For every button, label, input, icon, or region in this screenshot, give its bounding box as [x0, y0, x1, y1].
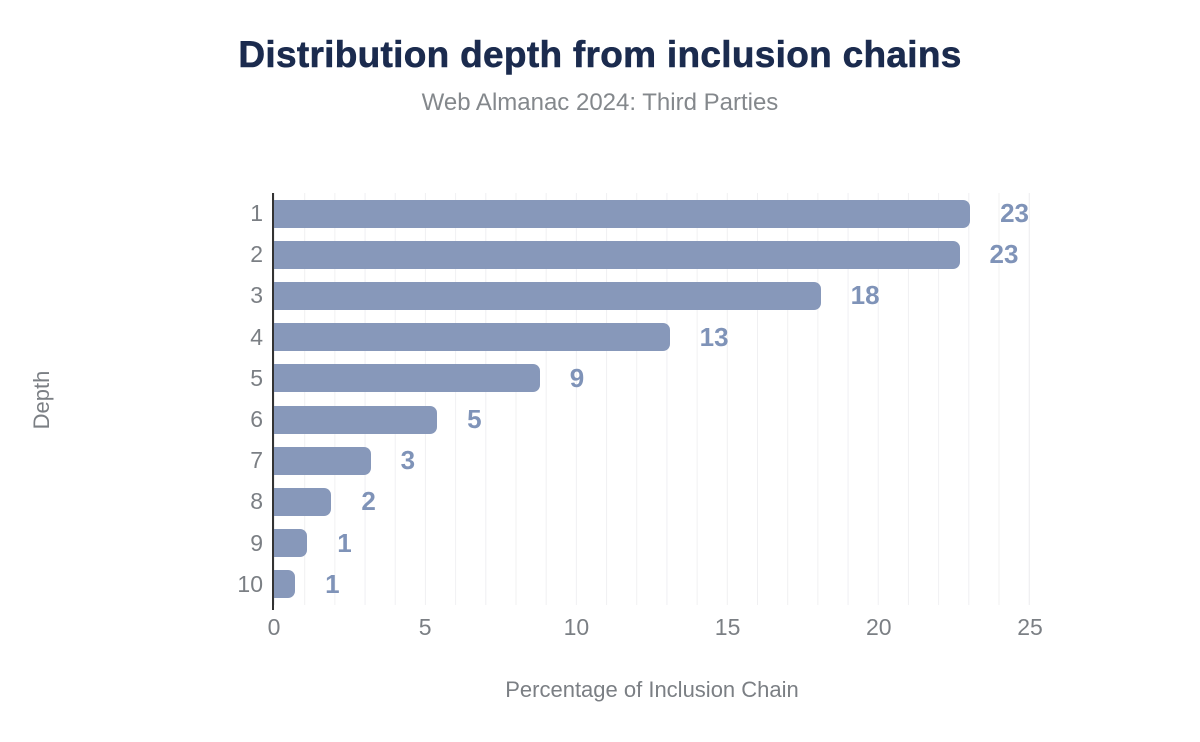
chart-subtitle: Web Almanac 2024: Third Parties — [421, 89, 779, 116]
y-tick-label: 2 — [250, 241, 263, 268]
bar — [274, 405, 438, 434]
y-tick-label: 4 — [250, 323, 263, 350]
bar-value-label: 3 — [400, 445, 416, 476]
y-tick-label: 8 — [250, 488, 263, 515]
x-tick-label: 20 — [866, 614, 892, 640]
y-axis-line — [272, 193, 274, 610]
bar — [274, 364, 540, 393]
bar-value-label: 18 — [850, 280, 880, 311]
y-tick-label: 10 — [237, 570, 263, 597]
x-tick-label: 15 — [714, 614, 741, 640]
bar — [274, 240, 960, 269]
y-tick-label: 9 — [250, 529, 263, 556]
bar-row: 10 1 — [237, 564, 1029, 605]
bar-value-label: 1 — [325, 568, 340, 599]
y-tick-label: 1 — [250, 200, 263, 227]
y-tick-label: 5 — [250, 364, 263, 391]
bar — [274, 281, 821, 310]
bar-value-label: 23 — [989, 239, 1019, 270]
y-tick-label: 6 — [250, 406, 263, 433]
bar — [274, 570, 296, 599]
bar-row: 1 23 — [250, 193, 1029, 234]
bar-row: 2 23 — [250, 234, 1029, 275]
bar-value-label: 9 — [569, 362, 585, 393]
bar — [274, 529, 308, 558]
x-tick-label: 5 — [418, 614, 432, 640]
bar-value-label: 2 — [361, 486, 376, 517]
plot-area: 1 23 2 23 3 18 4 13 5 9 6 5 7 3 8 2 9 1 10 1 — [237, 193, 1030, 605]
x-tick-label: 10 — [563, 614, 590, 640]
y-axis-title: Depth — [29, 370, 54, 430]
x-tick-label: 25 — [1017, 614, 1043, 640]
chart-title: Distribution depth from inclusion chains — [238, 34, 962, 76]
bar — [274, 199, 971, 228]
bar-value-label: 1 — [337, 527, 352, 558]
bar-row: 4 13 — [250, 317, 1029, 358]
x-tick-label: 0 — [267, 614, 281, 640]
bar-value-label: 13 — [699, 321, 729, 352]
y-tick-label: 7 — [250, 447, 263, 474]
bar-rows: 1 23 2 23 3 18 4 13 5 9 6 5 7 3 8 2 9 1 10 1 — [237, 193, 1029, 605]
bar-value-label: 23 — [1000, 198, 1029, 229]
y-tick-label: 3 — [250, 282, 263, 309]
x-axis-title: Percentage of Inclusion Chain — [505, 677, 799, 702]
bar-value-label: 5 — [467, 404, 482, 435]
bar-row: 3 18 — [250, 275, 1029, 316]
bar — [274, 446, 371, 475]
bar — [274, 323, 670, 352]
bar — [274, 487, 332, 516]
x-axis-ticks: 0 5 10 15 20 25 — [268, 614, 1043, 642]
